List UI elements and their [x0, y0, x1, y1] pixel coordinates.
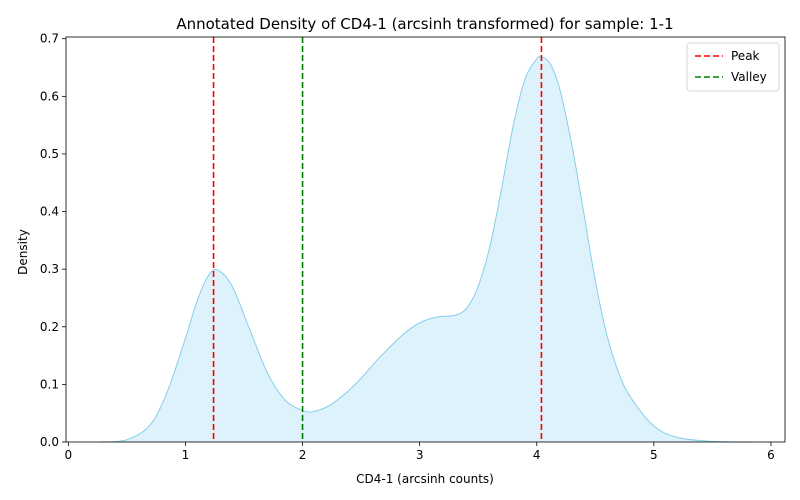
- x-tick-label: 2: [299, 448, 307, 462]
- y-tick-label: 0.4: [40, 205, 59, 219]
- y-tick-label: 0.7: [40, 32, 59, 46]
- y-axis-ticks: 0.0 0.1 0.2 0.3 0.4 0.5 0.6 0.7: [40, 32, 66, 449]
- legend-label-peak: Peak: [731, 49, 760, 63]
- x-tick-label: 4: [533, 448, 541, 462]
- legend-label-valley: Valley: [731, 70, 767, 84]
- y-axis-label: Density: [16, 229, 30, 275]
- x-tick-label: 1: [182, 448, 190, 462]
- plot-area: [101, 37, 754, 443]
- x-tick-label: 0: [65, 448, 73, 462]
- x-axis-label: CD4-1 (arcsinh counts): [356, 472, 494, 486]
- y-tick-label: 0.3: [40, 262, 59, 276]
- x-axis-ticks: 0 1 2 3 4 5 6: [65, 442, 775, 462]
- y-tick-label: 0.5: [40, 147, 59, 161]
- x-tick-label: 6: [767, 448, 775, 462]
- axes-frame: [65, 36, 786, 443]
- y-tick-label: 0.6: [40, 89, 59, 103]
- y-tick-label: 0.0: [40, 435, 59, 449]
- annotation-lines: [212, 37, 543, 442]
- x-tick-label: 5: [650, 448, 658, 462]
- y-tick-label: 0.2: [40, 320, 59, 334]
- y-tick-label: 0.1: [40, 377, 59, 391]
- density-area-fill: [101, 56, 754, 442]
- legend: Peak Valley: [686, 42, 780, 92]
- x-tick-label: 3: [416, 448, 424, 462]
- legend-box: [686, 42, 780, 92]
- chart-title: Annotated Density of CD4-1 (arcsinh tran…: [176, 15, 673, 33]
- density-curve: [101, 55, 754, 443]
